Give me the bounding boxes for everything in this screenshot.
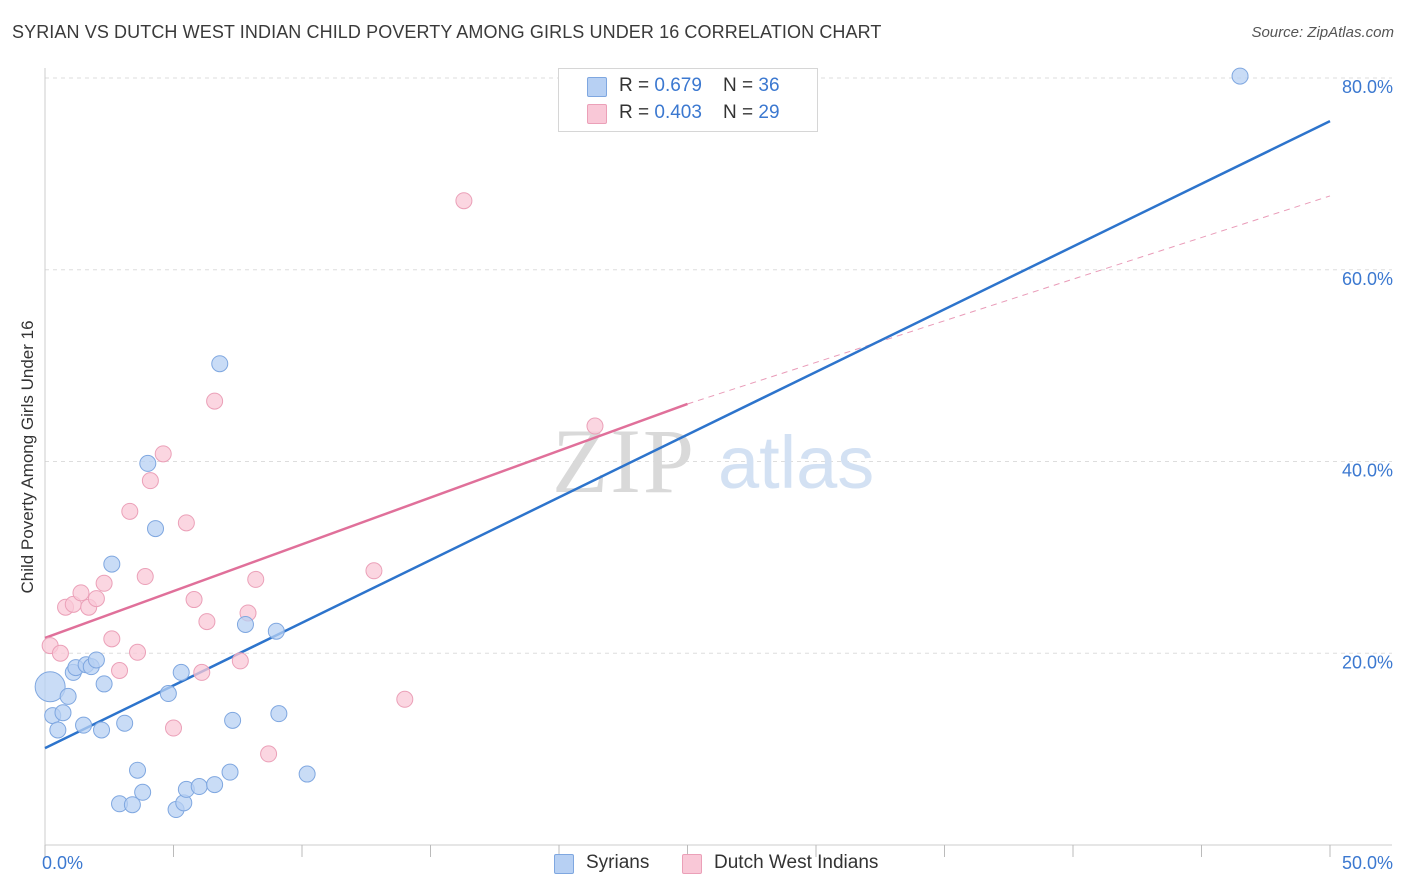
r-value: 0.679: [654, 75, 702, 96]
data-point-syrians: [134, 783, 152, 801]
legend-label-dutch-west-indians: Dutch West Indians: [714, 852, 879, 873]
legend-label-syrians: Syrians: [586, 852, 650, 873]
watermark-atlas: atlas: [718, 421, 874, 504]
data-point-dutch-west-indians: [396, 690, 414, 708]
data-point-dutch-west-indians: [51, 644, 69, 662]
data-point-syrians: [298, 765, 316, 783]
data-point-syrians: [93, 721, 111, 739]
r-label: R =: [619, 102, 655, 123]
y-tick-label: 60.0%: [1342, 269, 1393, 289]
data-point-syrians: [1231, 67, 1249, 85]
data-point-dutch-west-indians: [185, 591, 203, 609]
data-point-dutch-west-indians: [231, 652, 249, 670]
data-point-syrians: [270, 705, 288, 723]
x-tick-label: 0.0%: [42, 853, 83, 873]
data-point-syrians: [49, 721, 67, 739]
data-point-syrians: [159, 685, 177, 703]
data-point-syrians: [206, 776, 224, 794]
data-point-dutch-west-indians: [141, 472, 159, 490]
y-tick-label: 40.0%: [1342, 461, 1393, 481]
n-label: N =: [723, 75, 759, 96]
data-point-dutch-west-indians: [206, 392, 224, 410]
data-point-syrians: [211, 355, 229, 373]
data-point-syrians: [267, 622, 285, 640]
data-point-dutch-west-indians: [177, 514, 195, 532]
data-point-syrians: [116, 714, 134, 732]
r-value: 0.403: [654, 102, 702, 123]
data-point-syrians: [34, 671, 66, 703]
data-point-syrians: [54, 704, 72, 722]
data-point-dutch-west-indians: [72, 584, 90, 602]
y-tick-label: 20.0%: [1342, 652, 1393, 672]
data-point-syrians: [95, 675, 113, 693]
trend-lines: [44, 120, 1331, 750]
data-point-syrians: [221, 763, 239, 781]
chart-title: SYRIAN VS DUTCH WEST INDIAN CHILD POVERT…: [12, 22, 882, 42]
n-label: N =: [723, 102, 759, 123]
n-value: 36: [758, 75, 780, 96]
data-point-dutch-west-indians: [260, 745, 278, 763]
data-point-syrians: [190, 778, 208, 796]
data-point-dutch-west-indians: [129, 643, 147, 661]
trend-line-dutch-west-indians: [44, 402, 688, 640]
r-label: R =: [619, 75, 655, 96]
data-point-dutch-west-indians: [87, 590, 105, 608]
y-axis-label: Child Poverty Among Girls Under 16: [18, 320, 37, 593]
data-point-syrians: [75, 716, 93, 734]
data-point-dutch-west-indians: [154, 445, 172, 463]
data-point-syrians: [123, 796, 141, 814]
trend-line-dutch-west-indians-extension: [687, 195, 1331, 405]
data-point-dutch-west-indians: [193, 663, 211, 681]
data-point-syrians: [224, 711, 242, 729]
data-point-syrians: [59, 687, 77, 705]
n-value: 29: [758, 102, 780, 123]
grid-lines: [45, 77, 1392, 654]
data-point-syrians: [139, 454, 157, 472]
data-point-syrians: [236, 615, 254, 633]
source-label: Source: ZipAtlas.com: [1251, 24, 1394, 41]
data-point-dutch-west-indians: [103, 630, 121, 648]
trend-line-syrians: [44, 120, 1331, 750]
data-point-dutch-west-indians: [95, 574, 113, 592]
data-point-syrians: [129, 761, 147, 779]
data-point-syrians: [87, 651, 105, 669]
data-point-dutch-west-indians: [365, 562, 383, 580]
syrians-swatch: [587, 77, 607, 97]
data-point-dutch-west-indians: [455, 192, 473, 210]
correlation-legend: R = 0.679 N = 36 R = 0.403 N = 29: [558, 68, 818, 132]
syrians-swatch: [554, 854, 574, 874]
dwi-swatch: [587, 104, 607, 124]
data-point-dutch-west-indians: [165, 719, 182, 737]
y-tick-label: 80.0%: [1342, 77, 1393, 97]
data-point-syrians: [103, 555, 121, 573]
data-point-dutch-west-indians: [198, 613, 216, 631]
data-point-dutch-west-indians: [586, 417, 604, 435]
data-point-syrians: [172, 663, 190, 681]
tick-labels: 20.0% 40.0% 60.0% 80.0% 0.0% 50.0%: [42, 77, 1393, 873]
data-point-dutch-west-indians: [111, 662, 129, 680]
watermark-zip: ZIP: [552, 410, 696, 512]
x-tick-label: 50.0%: [1342, 853, 1393, 873]
data-point-syrians: [147, 520, 165, 538]
data-point-dutch-west-indians: [136, 568, 154, 586]
dwi-swatch: [682, 854, 702, 874]
data-point-dutch-west-indians: [121, 502, 139, 520]
data-point-dutch-west-indians: [247, 570, 265, 588]
data-points: [34, 67, 1249, 819]
